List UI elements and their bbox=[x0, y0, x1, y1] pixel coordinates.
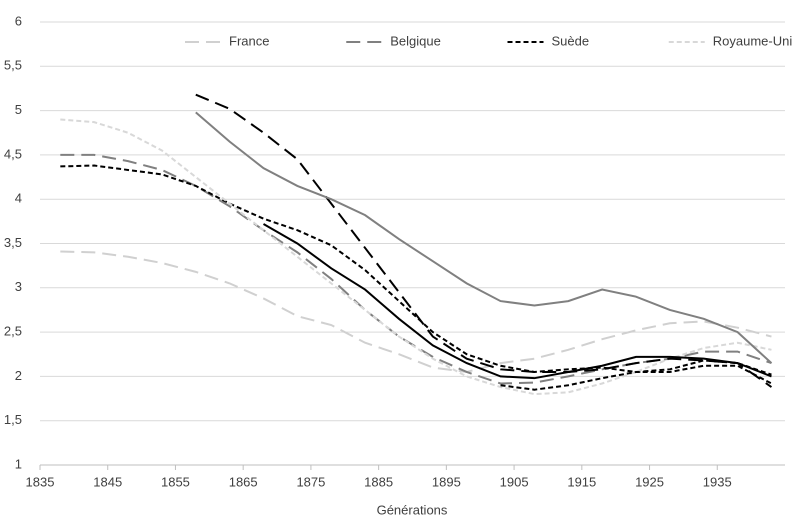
x-tick-label: 1925 bbox=[635, 474, 664, 489]
y-tick-label: 3,5 bbox=[4, 235, 22, 250]
line-series bbox=[60, 118, 772, 396]
legend-label: France bbox=[229, 33, 269, 48]
x-tick-label: 1875 bbox=[296, 474, 325, 489]
y-tick-label: 3 bbox=[15, 279, 22, 294]
line-series bbox=[60, 164, 772, 376]
y-tick-label: 4 bbox=[15, 191, 22, 206]
y-tick-label: 1,5 bbox=[4, 412, 22, 427]
y-tick-label: 2,5 bbox=[4, 324, 22, 339]
x-tick-label: 1905 bbox=[500, 474, 529, 489]
x-tick-label: 1845 bbox=[93, 474, 122, 489]
y-tick-label: 1 bbox=[15, 456, 22, 471]
legend-label: Royaume-Uni bbox=[713, 33, 793, 48]
y-tick-label: 5,5 bbox=[4, 58, 22, 73]
y-tick-label: 4,5 bbox=[4, 146, 22, 161]
line-series bbox=[60, 153, 772, 385]
x-tick-label: 1855 bbox=[161, 474, 190, 489]
line-series bbox=[500, 364, 772, 391]
y-tick-label: 5 bbox=[15, 102, 22, 117]
x-tick-label: 1885 bbox=[364, 474, 393, 489]
legend-label: Suède bbox=[552, 33, 590, 48]
line-series bbox=[195, 111, 773, 364]
x-tick-label: 1935 bbox=[703, 474, 732, 489]
line-series bbox=[195, 93, 773, 388]
x-tick-label: 1835 bbox=[26, 474, 55, 489]
x-axis-title: Générations bbox=[377, 502, 448, 517]
x-tick-label: 1865 bbox=[229, 474, 258, 489]
x-tick-label: 1915 bbox=[567, 474, 596, 489]
y-tick-label: 2 bbox=[15, 368, 22, 383]
line-series bbox=[60, 250, 772, 373]
y-tick-label: 6 bbox=[15, 13, 22, 28]
legend-label: Belgique bbox=[390, 33, 441, 48]
x-tick-label: 1895 bbox=[432, 474, 461, 489]
line-series bbox=[263, 223, 772, 380]
